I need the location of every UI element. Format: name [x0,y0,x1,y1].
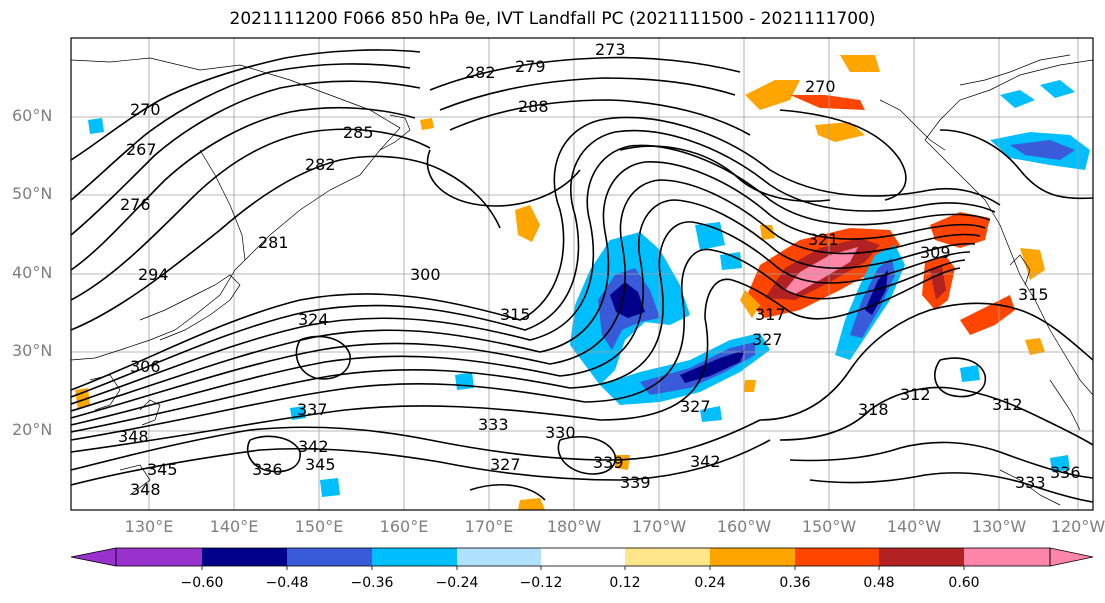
contour-label: 348 [130,480,161,499]
colorbar-segment [287,548,372,566]
contour-label: 345 [305,455,336,474]
map-frame [70,37,1094,511]
contour-label: 306 [130,357,161,376]
lat-label-20n: 20°N [12,420,53,439]
colorbar-frame [115,547,1051,567]
contour-label: 342 [298,437,329,456]
coastlines [71,54,1093,506]
lon-label-160w: 160°W [716,517,772,536]
contour-label: 288 [518,97,549,116]
lon-label-160e: 160°E [379,517,429,536]
lon-label-180w: 180°W [546,517,602,536]
contour-labels: 273 279 282 270 288 285 267 270 276 282 … [118,40,1081,499]
contour-label: 327 [680,397,711,416]
contour-label: 315 [1018,285,1049,304]
lat-label-40n: 40°N [12,263,53,282]
contour-label: 318 [858,400,889,419]
colorbar-tick-label: 0.24 [694,575,726,591]
contour-label: 273 [595,40,626,59]
colorbar-segment [879,548,964,566]
lon-label-170e: 170°E [464,517,514,536]
map-title: 2021111200 F066 850 hPa θe, IVT Landfall… [229,9,876,29]
colorbar-tick-label: −0.48 [265,575,309,591]
colorbar-segment [457,548,541,566]
contour-label: 312 [992,395,1023,414]
contour-label: 300 [410,265,441,284]
contour-label: 327 [490,455,521,474]
contour-label: 327 [752,330,783,349]
contour-label: 333 [1015,473,1046,492]
lon-label-140e: 140°E [209,517,259,536]
map-content: 273 279 282 270 288 285 267 270 276 282 … [71,38,1093,510]
colorbar-segment [116,548,202,566]
contour-label: 324 [298,310,329,329]
contour-label: 294 [138,265,169,284]
contour-label: 281 [258,233,289,252]
colorbar-tick-label: −0.36 [350,575,394,591]
colorbar-tick-label: 0.48 [863,575,895,591]
colorbar-segment [795,548,879,566]
lon-label-130e: 130°E [124,517,174,536]
map-gridlines [71,38,1093,510]
colorbar-tick-label: 0.12 [609,575,641,591]
contour-label: 339 [593,453,624,472]
contour-label: 348 [118,427,149,446]
colorbar-tick-label: 0.60 [948,575,980,591]
colorbar-max-extend [1049,547,1094,567]
contour-label: 330 [545,423,576,442]
colorbar-segment [541,548,625,566]
lon-label-170w: 170°W [631,517,687,536]
colorbar-tick-label: −0.24 [435,575,479,591]
lon-label-120w: 120°W [1050,517,1105,536]
contour-label: 282 [465,63,496,82]
colorbar-tick-label: −0.12 [519,575,563,591]
contour-label: 270 [130,100,161,119]
lon-label-130w: 130°W [971,517,1027,536]
contour-label: 337 [297,400,328,419]
contour-label: 309 [920,243,951,262]
lat-label-30n: 30°N [12,341,53,360]
colorbar [70,547,1094,570]
lat-label-50n: 50°N [12,184,53,203]
theta-e-contours [71,49,1093,503]
lon-label-140w: 140°W [886,517,942,536]
colorbar-segment [964,548,1050,566]
contour-label: 339 [620,473,651,492]
contour-label: 336 [1050,463,1081,482]
colorbar-tick-label: −0.60 [180,575,224,591]
contour-label: 282 [305,155,336,174]
colorbar-segment [710,548,795,566]
contour-label: 342 [690,452,721,471]
contour-label: 336 [252,460,283,479]
lat-label-60n: 60°N [12,106,53,125]
colorbar-segment [372,548,457,566]
contour-label: 345 [147,460,178,479]
contour-label: 270 [805,77,836,96]
colorbar-min-extend [70,547,117,567]
ivt-pc-shading [75,55,1090,510]
colorbar-tick-label: 0.36 [779,575,811,591]
lon-label-150w: 150°W [801,517,857,536]
lon-label-150e: 150°E [294,517,344,536]
colorbar-segment [625,548,710,566]
contour-label: 333 [478,415,509,434]
contour-label: 315 [500,305,531,324]
contour-label: 267 [126,140,157,159]
contour-label: 317 [755,305,786,324]
contour-label: 312 [900,385,931,404]
contour-label: 276 [120,195,151,214]
contour-label: 279 [515,57,546,76]
contour-label: 321 [808,230,839,249]
colorbar-segment [202,548,287,566]
contour-label: 285 [343,123,374,142]
colorbar-ticks [201,566,965,570]
